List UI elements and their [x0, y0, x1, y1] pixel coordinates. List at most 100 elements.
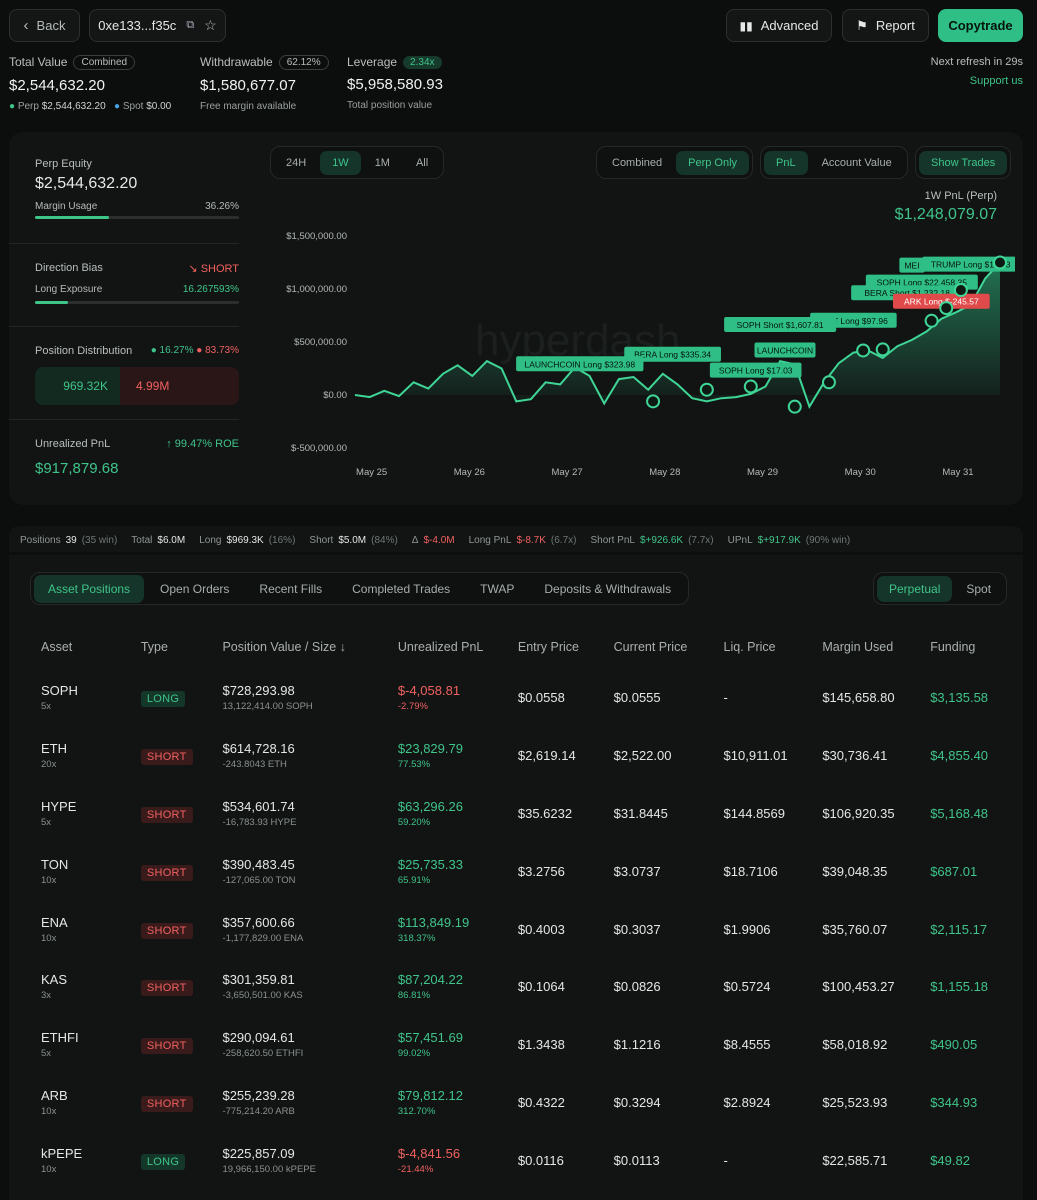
- entry-price: $35.6232: [517, 805, 573, 821]
- asset-name: kPEPE: [41, 1145, 83, 1161]
- trade-marker[interactable]: SOPH Long $17.03: [709, 362, 802, 378]
- address-chip[interactable]: 0xe133...f35c ⧉ ☆: [89, 9, 226, 42]
- column-header[interactable]: Position Value / Size ↓: [222, 640, 346, 654]
- trade-point[interactable]: [875, 342, 890, 357]
- trade-point[interactable]: [821, 375, 836, 390]
- stat-label: Positions: [20, 535, 61, 546]
- column-header[interactable]: Liq. Price: [723, 640, 776, 654]
- copy-icon[interactable]: ⧉: [186, 19, 195, 31]
- trade-point[interactable]: [787, 399, 802, 414]
- table-row[interactable]: TON 10x SHORT $390,483.45 -127,065.00 TON $25…: [30, 842, 1010, 900]
- position-value: $614,728.16: [222, 741, 295, 757]
- stat-value: $-8.7K: [516, 535, 546, 546]
- support-link[interactable]: Support us: [969, 75, 1023, 87]
- trade-point[interactable]: [939, 301, 954, 316]
- position-type-badge: SHORT: [140, 749, 193, 766]
- pnl-area: [355, 262, 1000, 407]
- metric-account-value[interactable]: Account Value: [821, 156, 892, 169]
- column-header[interactable]: Unrealized PnL: [397, 640, 484, 654]
- column-header[interactable]: Entry Price: [517, 640, 579, 654]
- tab-completed-trades[interactable]: Completed Trades: [352, 581, 451, 596]
- withdrawable-tag: 62.12%: [278, 55, 329, 71]
- show-trades-toggle[interactable]: Show Trades: [919, 150, 1008, 175]
- position-type-badge: LONG: [140, 1153, 186, 1170]
- trade-marker[interactable]: LAUNCHCOIN: [754, 342, 816, 358]
- back-button[interactable]: ‹ Back: [9, 9, 80, 42]
- asset-name: ARB: [41, 1087, 68, 1103]
- position-value: $534,601.74: [222, 798, 295, 814]
- pnl-line: [354, 261, 1001, 410]
- trade-label: SOPH Short $1,607.81: [737, 320, 824, 330]
- trade-point[interactable]: [743, 379, 758, 394]
- leverage: 3x: [41, 990, 52, 1002]
- trade-marker[interactable]: BERA Long $335.34: [624, 346, 721, 362]
- report-button[interactable]: ⚑ Report: [842, 9, 929, 42]
- asset-name: SOPH: [41, 683, 78, 699]
- tab-twap[interactable]: TWAP: [480, 581, 515, 596]
- market-tab-spot[interactable]: Spot: [966, 581, 992, 596]
- star-icon[interactable]: ☆: [204, 17, 217, 33]
- range-1w[interactable]: 1W: [320, 150, 361, 175]
- metric-pnl[interactable]: PnL: [764, 150, 808, 175]
- address-text: 0xe133...f35c: [98, 18, 177, 33]
- range-1m[interactable]: 1M: [374, 156, 390, 169]
- y-tick-label: $-500,000.00: [291, 443, 347, 454]
- trade-point[interactable]: [646, 394, 661, 409]
- trade-point[interactable]: [953, 283, 968, 298]
- column-header[interactable]: Funding: [930, 640, 976, 654]
- position-size: 13,122,414.00 SOPH: [222, 701, 313, 713]
- column-header[interactable]: Asset: [41, 640, 73, 654]
- table-row[interactable]: ENA 10x SHORT $357,600.66 -1,177,829.00 ENA $…: [30, 900, 1010, 958]
- table-row[interactable]: SOPH 5x LONG $728,293.98 13,122,414.00 SOPH $…: [30, 669, 1010, 727]
- liq-price: $18.7106: [723, 863, 778, 879]
- range-all[interactable]: All: [415, 156, 429, 169]
- trade-point[interactable]: [699, 382, 714, 397]
- tab-deposits-withdrawals[interactable]: Deposits & Withdrawals: [544, 581, 672, 596]
- table-row[interactable]: kPEPE 10x LONG $225,857.09 19,966,150.00 kPE…: [30, 1131, 1010, 1189]
- tab-asset-positions[interactable]: Asset Positions: [34, 574, 145, 603]
- tab-recent-fills[interactable]: Recent Fills: [259, 581, 323, 596]
- margin-used: $145,658.80: [822, 690, 895, 706]
- copytrade-button[interactable]: Copytrade: [938, 9, 1023, 42]
- liq-price: -: [723, 1152, 728, 1168]
- advanced-button[interactable]: ▮▮ Advanced: [726, 9, 832, 42]
- trade-point[interactable]: [924, 313, 939, 328]
- liq-price: -: [723, 690, 728, 706]
- x-tick-label: May 25: [356, 467, 387, 478]
- trade-label: BERA Short $1,232.18: [864, 288, 950, 298]
- mode-combined[interactable]: Combined: [612, 156, 663, 169]
- trade-marker[interactable]: LAUNCHCOIN Long $323.98: [516, 356, 644, 372]
- funding: $4,855.40: [930, 748, 989, 764]
- table-row[interactable]: HYPE 5x SHORT $534,601.74 -16,783.93 HYPE $63…: [30, 785, 1010, 843]
- long-exposure-bar: [35, 301, 239, 304]
- tab-open-orders[interactable]: Open Orders: [160, 581, 230, 596]
- positions-tabs: Asset Positions Open Orders Recent Fills Co…: [30, 572, 690, 605]
- column-header[interactable]: Margin Used: [822, 640, 894, 654]
- column-header[interactable]: Type: [140, 640, 168, 654]
- liq-price: $8.4555: [723, 1037, 771, 1053]
- range-24h[interactable]: 24H: [286, 156, 307, 169]
- trade-marker[interactable]: TRUMP Long $14.73: [922, 256, 1015, 272]
- mode-perp-only[interactable]: Perp Only: [676, 150, 750, 175]
- trade-marker[interactable]: SOPH Short $1,607.81: [724, 317, 837, 333]
- column-header[interactable]: Current Price: [613, 640, 688, 654]
- position-value: $357,600.66: [222, 914, 295, 930]
- table-row[interactable]: ETHFI 5x SHORT $290,094.61 -258,620.50 ETHFI…: [30, 1016, 1010, 1074]
- trade-point[interactable]: [856, 343, 871, 358]
- x-tick-label: May 29: [747, 467, 778, 478]
- leverage: 10x: [41, 1105, 57, 1117]
- market-tab-perpetual[interactable]: Perpetual: [877, 575, 953, 602]
- stat-extra: (16%): [268, 535, 296, 546]
- leverage-block: Leverage 2.34x $5,958,580.93 Total positi…: [347, 55, 443, 111]
- table-row[interactable]: ARB 10x SHORT $255,239.28 -775,214.20 ARB $79…: [30, 1074, 1010, 1132]
- trade-marker[interactable]: ARK Long $-245.57: [893, 293, 990, 309]
- position-distribution-label: Position Distribution: [35, 345, 133, 357]
- table-row[interactable]: ETH 20x SHORT $614,728.16 -243.8043 ETH $23,8…: [30, 727, 1010, 785]
- y-tick-label: $500,000.00: [294, 337, 347, 348]
- trade-marker[interactable]: MEI: [899, 257, 925, 273]
- pnl-chart[interactable]: hyperdash $1,500,000.00$1,000,000.00$500…: [270, 220, 1015, 490]
- table-row[interactable]: KAS 3x SHORT $301,359.81 -3,650,501.00 KAS $8…: [30, 958, 1010, 1016]
- entry-price: $1.3438: [517, 1037, 565, 1053]
- trade-point[interactable]: [993, 255, 1007, 270]
- stat-label: Short: [309, 535, 334, 546]
